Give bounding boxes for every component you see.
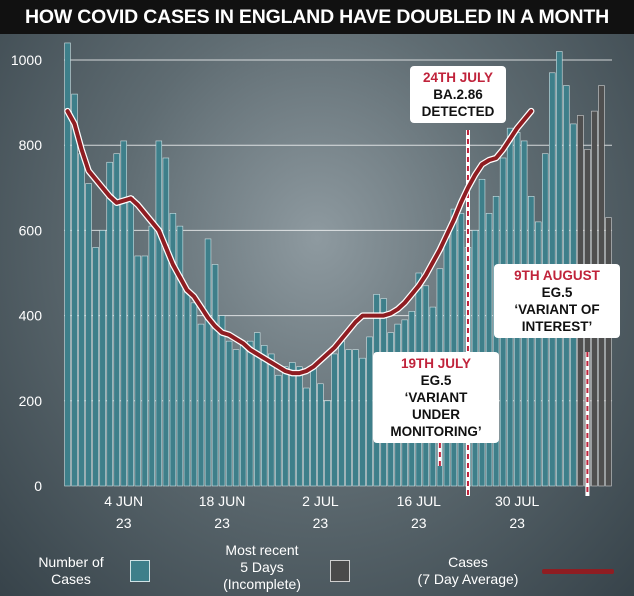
bar	[268, 353, 275, 487]
bar	[64, 42, 71, 487]
bar	[478, 178, 486, 487]
callout-date: 9TH AUGUST	[514, 268, 600, 283]
y-tick-label: 600	[19, 222, 43, 238]
x-tick-year: 23	[116, 515, 132, 531]
average-line-group	[64, 107, 535, 377]
bar	[492, 196, 500, 487]
bar	[232, 349, 240, 487]
bar	[71, 93, 78, 487]
bar	[225, 340, 233, 487]
bar	[211, 264, 219, 487]
x-tick-label: 4 JUN	[104, 493, 143, 509]
bar	[169, 213, 177, 487]
bar	[176, 225, 184, 487]
bar	[282, 366, 289, 487]
bar	[253, 332, 261, 487]
bar	[338, 340, 345, 487]
bar	[345, 349, 352, 487]
legend-label-recent: Most recent 5 Days (Incomplete)	[223, 542, 301, 592]
bar	[85, 183, 92, 487]
y-tick-label: 200	[19, 393, 43, 409]
x-tick-label: 18 JUN	[199, 493, 246, 509]
callout-ba286: 24TH JULY BA.2.86 DETECTED	[410, 66, 506, 123]
bar	[310, 366, 317, 487]
y-tick-label: 400	[19, 308, 43, 324]
x-tick-year: 23	[509, 515, 525, 531]
bar	[78, 153, 85, 487]
y-tick-label: 0	[34, 478, 42, 494]
bar-recent	[605, 217, 612, 487]
bar	[331, 353, 338, 487]
legend-swatch-recent	[330, 560, 350, 582]
x-tick-year: 23	[313, 515, 329, 531]
bar	[162, 157, 170, 487]
bar	[148, 225, 156, 487]
bar	[457, 213, 465, 487]
y-tick-labels: 0 200 400 600 800 1000	[11, 52, 42, 494]
bar	[275, 374, 282, 487]
bar	[239, 345, 247, 487]
average-line	[65, 109, 534, 376]
bar	[535, 221, 542, 487]
bar	[197, 323, 205, 487]
callout-date: 24TH JULY	[422, 70, 494, 85]
bar	[317, 383, 324, 487]
chart-title: HOW COVID CASES IN ENGLAND HAVE DOUBLED …	[0, 0, 634, 34]
bar	[527, 196, 535, 487]
bar	[120, 140, 127, 487]
bar	[155, 140, 163, 487]
bar	[485, 213, 493, 487]
legend: Number of Cases Most recent 5 Days (Inco…	[0, 540, 634, 596]
bar	[113, 153, 120, 487]
callout-eg5-monitoring: 19TH JULY EG.5 ‘VARIANT UNDER MONITORING…	[373, 352, 499, 443]
x-tick-label: 30 JUL	[495, 493, 540, 509]
bar	[218, 315, 226, 487]
callout-text: EG.5 ‘VARIANT UNDER MONITORING’	[390, 373, 482, 439]
x-tick-label: 2 JUL	[302, 493, 339, 509]
bar	[204, 238, 212, 487]
bar	[261, 345, 268, 487]
y-tick-label: 1000	[11, 52, 42, 68]
bar	[324, 400, 331, 487]
x-tick-labels: 4 JUN 23 18 JUN 23 2 JUL 23 16 JUL 23 30 JUL 23	[104, 493, 539, 531]
bar	[303, 387, 310, 487]
bar	[296, 366, 303, 487]
bar	[450, 208, 458, 487]
callout-text: EG.5 ‘VARIANT OF INTEREST’	[514, 285, 600, 334]
bar	[106, 161, 113, 487]
bar	[352, 349, 359, 487]
bar	[183, 289, 191, 487]
bar	[359, 357, 366, 487]
x-tick-year: 23	[411, 515, 427, 531]
bar	[134, 255, 141, 487]
y-tick-label: 800	[19, 137, 43, 153]
x-tick-label: 16 JUL	[397, 493, 442, 509]
callout-date: 19TH JULY	[400, 356, 472, 371]
bar	[92, 247, 99, 487]
bar	[366, 336, 373, 487]
bar	[99, 230, 106, 487]
legend-label-cases: Number of Cases	[38, 554, 104, 587]
bar	[289, 362, 296, 487]
callout-text: BA.2.86 DETECTED	[421, 87, 495, 119]
legend-label-average: Cases (7 Day Average)	[417, 554, 519, 587]
x-tick-year: 23	[214, 515, 230, 531]
callout-eg5-interest: 9TH AUGUST EG.5 ‘VARIANT OF INTEREST’	[494, 264, 620, 338]
bar	[190, 302, 198, 487]
legend-swatch-cases	[130, 560, 150, 582]
bar	[246, 340, 254, 487]
bar	[141, 255, 149, 487]
legend-swatch-average	[542, 569, 614, 574]
bar	[127, 196, 134, 487]
